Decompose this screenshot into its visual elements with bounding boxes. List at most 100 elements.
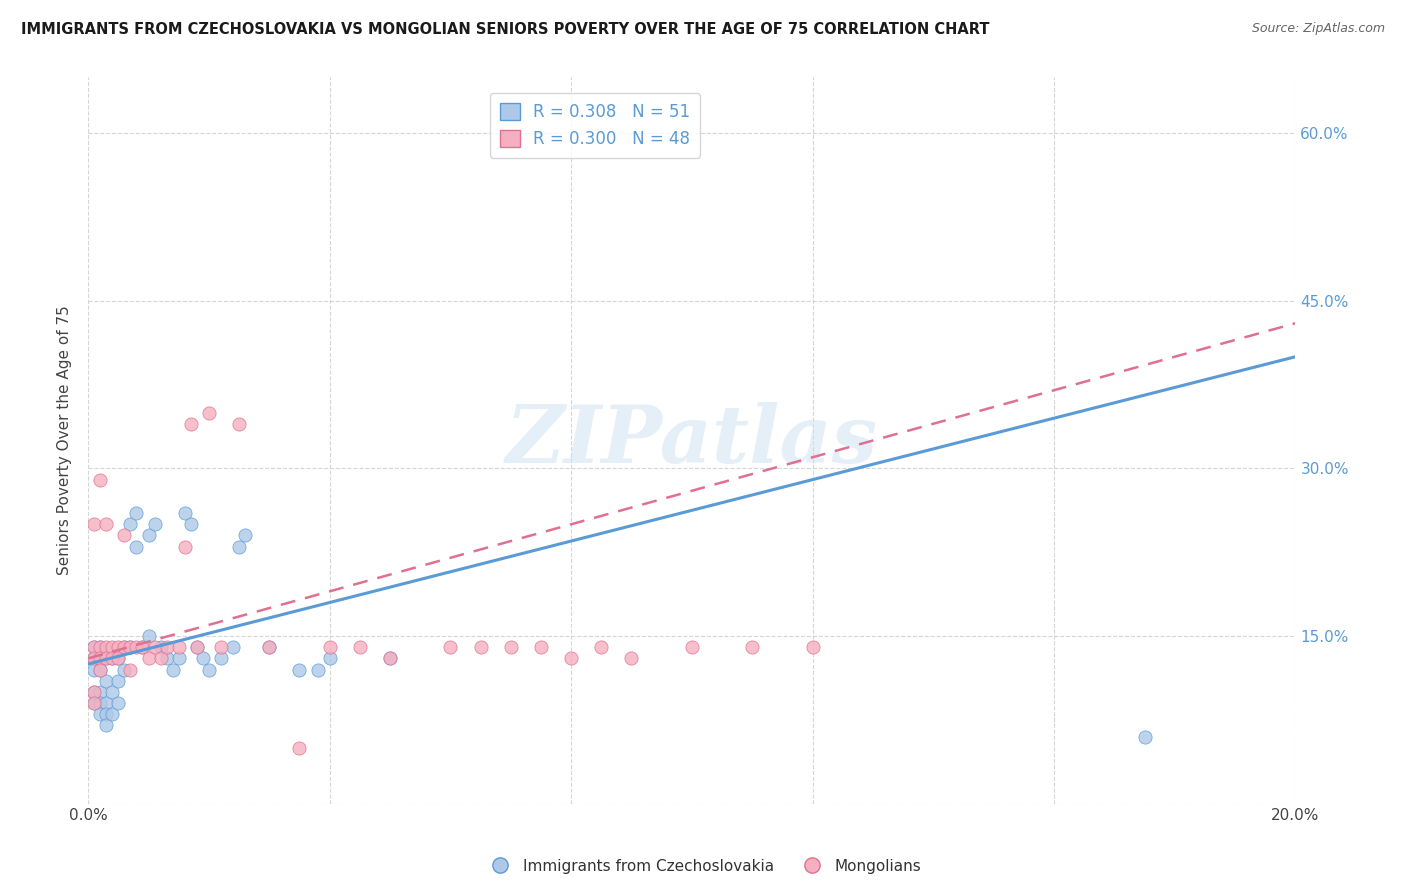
Point — [620, 651, 643, 665]
Point — [120, 663, 142, 677]
Point — [149, 651, 172, 665]
Point — [96, 651, 118, 665]
Point — [131, 640, 153, 655]
Point — [801, 640, 824, 655]
Point — [318, 651, 340, 665]
Point — [83, 696, 105, 710]
Point — [96, 696, 118, 710]
Point — [120, 517, 142, 532]
Point — [173, 506, 195, 520]
Point — [83, 640, 105, 655]
Point — [741, 640, 763, 655]
Point — [228, 540, 250, 554]
Point — [112, 640, 135, 655]
Point — [89, 651, 111, 665]
Y-axis label: Seniors Poverty Over the Age of 75: Seniors Poverty Over the Age of 75 — [58, 306, 72, 575]
Point — [96, 707, 118, 722]
Point — [83, 685, 105, 699]
Point — [138, 528, 160, 542]
Point — [186, 640, 208, 655]
Point — [89, 651, 111, 665]
Point — [83, 696, 105, 710]
Point — [89, 473, 111, 487]
Point — [96, 673, 118, 688]
Point — [1133, 730, 1156, 744]
Point — [560, 651, 582, 665]
Point — [167, 640, 190, 655]
Point — [83, 640, 105, 655]
Text: Source: ZipAtlas.com: Source: ZipAtlas.com — [1251, 22, 1385, 36]
Point — [107, 651, 129, 665]
Point — [222, 640, 245, 655]
Point — [378, 651, 401, 665]
Text: IMMIGRANTS FROM CZECHOSLOVAKIA VS MONGOLIAN SENIORS POVERTY OVER THE AGE OF 75 C: IMMIGRANTS FROM CZECHOSLOVAKIA VS MONGOL… — [21, 22, 990, 37]
Point — [530, 640, 553, 655]
Point — [112, 528, 135, 542]
Point — [107, 673, 129, 688]
Point — [349, 640, 371, 655]
Point — [162, 663, 184, 677]
Point — [101, 707, 124, 722]
Point — [96, 718, 118, 732]
Point — [198, 663, 221, 677]
Point — [125, 640, 148, 655]
Point — [83, 651, 105, 665]
Point — [439, 640, 461, 655]
Point — [288, 663, 311, 677]
Point — [180, 417, 202, 431]
Point — [307, 663, 329, 677]
Point — [83, 663, 105, 677]
Point — [120, 640, 142, 655]
Point — [257, 640, 280, 655]
Point — [191, 651, 214, 665]
Point — [186, 640, 208, 655]
Point — [131, 640, 153, 655]
Point — [209, 640, 232, 655]
Point — [180, 517, 202, 532]
Point — [470, 640, 492, 655]
Point — [101, 685, 124, 699]
Point — [96, 517, 118, 532]
Point — [143, 517, 166, 532]
Point — [288, 740, 311, 755]
Point — [89, 640, 111, 655]
Point — [125, 540, 148, 554]
Point — [96, 651, 118, 665]
Point — [198, 406, 221, 420]
Point — [83, 517, 105, 532]
Point — [107, 696, 129, 710]
Point — [233, 528, 256, 542]
Point — [138, 629, 160, 643]
Point — [101, 640, 124, 655]
Point — [101, 651, 124, 665]
Point — [83, 651, 105, 665]
Legend: R = 0.308   N = 51, R = 0.300   N = 48: R = 0.308 N = 51, R = 0.300 N = 48 — [491, 93, 700, 158]
Point — [89, 640, 111, 655]
Point — [167, 651, 190, 665]
Point — [89, 663, 111, 677]
Point — [149, 640, 172, 655]
Text: ZIPatlas: ZIPatlas — [506, 401, 877, 479]
Point — [89, 685, 111, 699]
Point — [257, 640, 280, 655]
Point — [125, 506, 148, 520]
Point — [173, 540, 195, 554]
Point — [112, 663, 135, 677]
Point — [209, 651, 232, 665]
Point — [138, 651, 160, 665]
Point — [89, 696, 111, 710]
Point — [112, 640, 135, 655]
Point — [96, 640, 118, 655]
Point — [120, 640, 142, 655]
Point — [378, 651, 401, 665]
Point — [499, 640, 522, 655]
Point — [228, 417, 250, 431]
Point — [101, 651, 124, 665]
Point — [107, 651, 129, 665]
Point — [107, 640, 129, 655]
Point — [143, 640, 166, 655]
Point — [156, 640, 179, 655]
Point — [681, 640, 703, 655]
Point — [89, 707, 111, 722]
Point — [156, 651, 179, 665]
